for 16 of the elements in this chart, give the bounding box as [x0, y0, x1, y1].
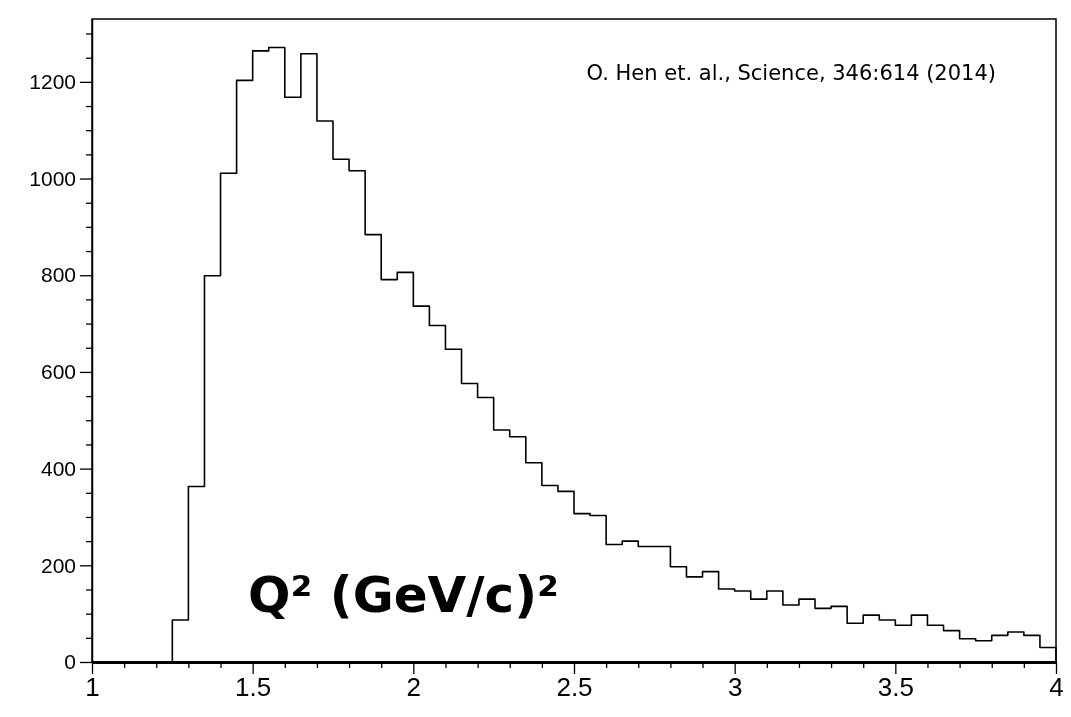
x-tick-label: 1 [85, 672, 100, 703]
y-tick-label: 800 [40, 263, 76, 287]
x-tick-label: 1.5 [235, 672, 272, 703]
annotation: O. Hen et. al., Science, 346:614 (2014) [586, 61, 996, 85]
x-tick-label: 4 [1049, 672, 1064, 703]
x-tick-label: 2 [406, 672, 422, 703]
x-tick-label: 3.5 [877, 672, 914, 703]
x-tick-label: 3 [727, 672, 743, 703]
y-tick-label: 600 [40, 360, 76, 384]
y-tick-label: 200 [40, 553, 76, 577]
y-tick-label: 0 [64, 650, 76, 674]
x-axis-title: Q² (GeV/c)² [248, 566, 559, 624]
y-tick-label: 1200 [29, 70, 76, 94]
y-tick-label: 1000 [29, 166, 76, 190]
x-tick-label: 2.5 [556, 672, 593, 703]
y-tick-label: 400 [40, 456, 76, 480]
